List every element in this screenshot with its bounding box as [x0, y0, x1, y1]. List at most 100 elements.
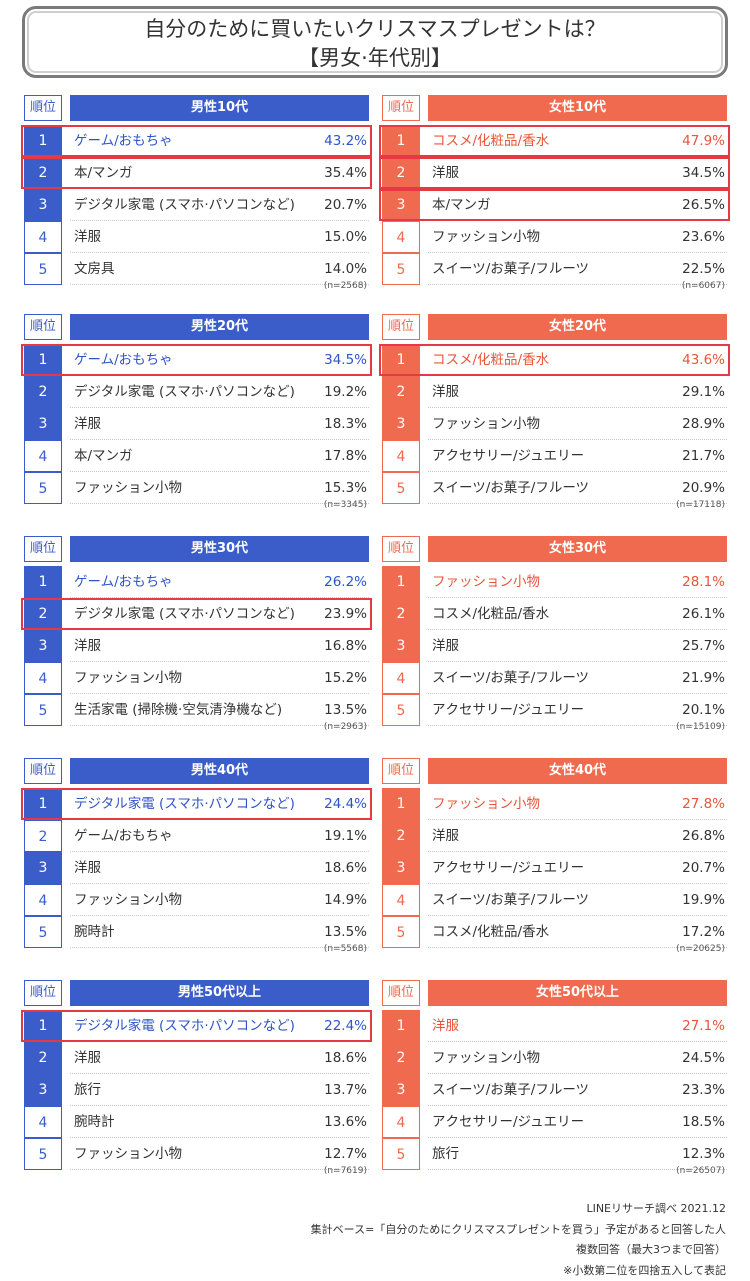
- page-subtitle: 【男女·年代別】: [298, 46, 452, 70]
- rank-badge: 5: [382, 472, 420, 504]
- item-value: 12.7%: [324, 1146, 367, 1162]
- ranking-panel-male-5: 順位 男性50代以上 1 デジタル家電 (スマホ·パソコンなど) 22.4% 2 洋服 18.…: [21, 980, 372, 1176]
- row-divider: [70, 947, 369, 948]
- row-divider: [428, 693, 727, 694]
- rank-badge: 3: [24, 852, 62, 884]
- row-divider: [70, 693, 369, 694]
- item-label: ファッション小物: [432, 796, 540, 812]
- item-value: 18.5%: [682, 1114, 725, 1130]
- rank-column-header: 順位: [382, 758, 420, 784]
- row-divider: [428, 1073, 727, 1074]
- rank-badge: 2: [382, 376, 420, 408]
- row-divider: [70, 503, 369, 504]
- panel-header: 順位 女性10代: [382, 95, 727, 121]
- rank-badge: 1: [24, 1010, 62, 1042]
- item-value: 26.8%: [682, 828, 725, 844]
- item-label: デジタル家電 (スマホ·パソコンなど): [74, 197, 295, 213]
- item-label: 洋服: [74, 1050, 101, 1066]
- rank-badge: 4: [24, 440, 62, 472]
- item-value: 28.9%: [682, 416, 725, 432]
- panel-header: 順位 女性20代: [382, 314, 727, 340]
- panel-title: 女性30代: [428, 536, 727, 562]
- panel-header: 順位 男性10代: [24, 95, 369, 121]
- table-row: 3 洋服 25.7%: [382, 630, 727, 662]
- rank-badge: 3: [24, 189, 62, 221]
- item-value: 23.3%: [682, 1082, 725, 1098]
- item-value: 47.9%: [682, 133, 725, 149]
- sample-size: (n=6067): [681, 281, 725, 291]
- row-divider: [70, 1169, 369, 1170]
- ranking-panel-female-2: 順位 女性20代 1 コスメ/化粧品/香水 43.6% 2 洋服 29.1% 3 ファッション小物…: [379, 314, 730, 510]
- table-row: 5 スイーツ/お菓子/フルーツ 20.9%: [382, 472, 727, 504]
- rank-badge: 4: [382, 221, 420, 253]
- item-label: アクセサリー/ジュエリー: [432, 1114, 585, 1130]
- rank-column-header: 順位: [382, 95, 420, 121]
- item-value: 16.8%: [324, 638, 367, 654]
- item-label: ファッション小物: [432, 1050, 540, 1066]
- item-label: 洋服: [74, 860, 101, 876]
- item-label: コスメ/化粧品/香水: [432, 352, 550, 368]
- row-divider: [428, 947, 727, 948]
- rank-badge: 5: [24, 916, 62, 948]
- rank-badge: 5: [382, 694, 420, 726]
- table-row: 5 ファッション小物 15.3%: [24, 472, 369, 504]
- table-row: 2 本/マンガ 35.4%: [21, 157, 372, 189]
- row-divider: [70, 883, 369, 884]
- item-value: 24.4%: [324, 796, 367, 812]
- item-value: 21.9%: [682, 670, 725, 686]
- table-row: 2 洋服 26.8%: [382, 820, 727, 852]
- item-value: 26.1%: [682, 606, 725, 622]
- table-row: 4 ファッション小物 23.6%: [382, 221, 727, 253]
- item-label: ゲーム/おもちゃ: [74, 828, 173, 844]
- table-row: 4 アクセサリー/ジュエリー 18.5%: [382, 1106, 727, 1138]
- rank-badge: 3: [24, 630, 62, 662]
- table-row: 3 ファッション小物 28.9%: [382, 408, 727, 440]
- table-row: 3 旅行 13.7%: [24, 1074, 369, 1106]
- footer-source: LINEリサーチ調べ 2021.12: [586, 1202, 726, 1215]
- item-label: デジタル家電 (スマホ·パソコンなど): [74, 1018, 295, 1034]
- rank-badge: 5: [24, 253, 62, 285]
- rank-badge: 5: [382, 916, 420, 948]
- item-value: 23.9%: [324, 606, 367, 622]
- rank-badge: 4: [382, 884, 420, 916]
- rank-column-header: 順位: [382, 314, 420, 340]
- panel-header: 順位 男性50代以上: [24, 980, 369, 1006]
- table-row: 3 アクセサリー/ジュエリー 20.7%: [382, 852, 727, 884]
- rank-badge: 1: [382, 566, 420, 598]
- table-row: 1 デジタル家電 (スマホ·パソコンなど) 24.4%: [21, 788, 372, 820]
- table-row: 1 ゲーム/おもちゃ 43.2%: [21, 125, 372, 157]
- table-row: 4 ファッション小物 14.9%: [24, 884, 369, 916]
- panel-title: 男性30代: [70, 536, 369, 562]
- row-divider: [70, 252, 369, 253]
- table-row: 2 コスメ/化粧品/香水 26.1%: [382, 598, 727, 630]
- rank-column-header: 順位: [382, 980, 420, 1006]
- item-value: 17.2%: [682, 924, 725, 940]
- item-label: ゲーム/おもちゃ: [74, 352, 173, 368]
- rank-badge: 2: [24, 376, 62, 408]
- row-divider: [428, 629, 727, 630]
- row-divider: [428, 1105, 727, 1106]
- sample-size: (n=2963): [323, 722, 367, 732]
- rank-badge: 3: [382, 408, 420, 440]
- row-divider: [428, 883, 727, 884]
- table-row: 4 腕時計 13.6%: [24, 1106, 369, 1138]
- item-value: 23.6%: [682, 229, 725, 245]
- row-divider: [70, 220, 369, 221]
- table-row: 3 洋服 18.3%: [24, 408, 369, 440]
- item-value: 22.4%: [324, 1018, 367, 1034]
- item-label: デジタル家電 (スマホ·パソコンなど): [74, 606, 295, 622]
- item-value: 26.2%: [324, 574, 367, 590]
- table-row: 2 ゲーム/おもちゃ 19.1%: [24, 820, 369, 852]
- panel-header: 順位 男性40代: [24, 758, 369, 784]
- rank-badge: 4: [24, 221, 62, 253]
- panel-title: 男性40代: [70, 758, 369, 784]
- rank-column-header: 順位: [24, 536, 62, 562]
- row-divider: [428, 1169, 727, 1170]
- panel-header: 順位 男性30代: [24, 536, 369, 562]
- item-value: 12.3%: [682, 1146, 725, 1162]
- rank-badge: 3: [382, 189, 420, 221]
- row-divider: [70, 439, 369, 440]
- table-row: 2 デジタル家電 (スマホ·パソコンなど) 23.9%: [21, 598, 372, 630]
- sample-size: (n=7619): [323, 1166, 367, 1176]
- table-row: 2 洋服 29.1%: [382, 376, 727, 408]
